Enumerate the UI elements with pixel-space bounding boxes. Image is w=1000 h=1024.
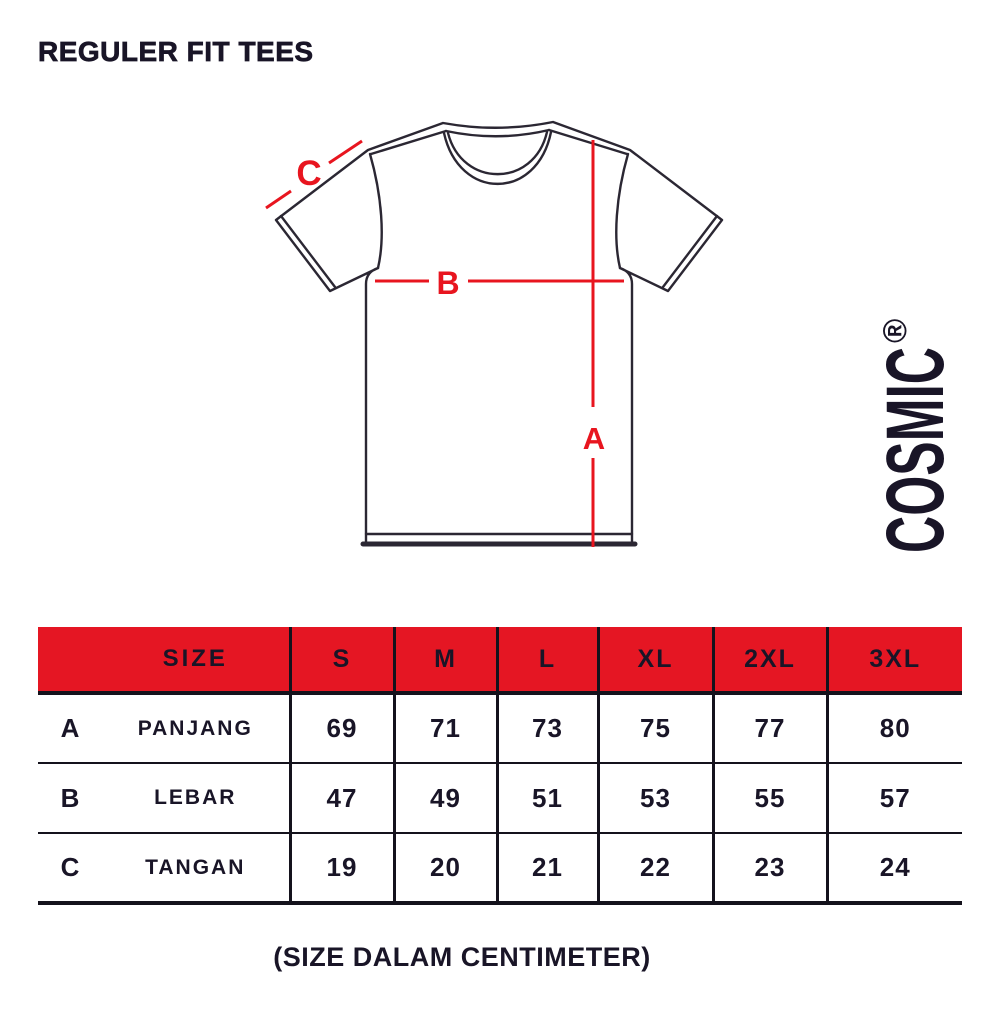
unit-caption: (SIZE DALAM CENTIMETER) — [273, 942, 651, 972]
cell-tangan-3xl: 24 — [825, 833, 962, 905]
header-cell-3xl: 3XL — [825, 627, 962, 695]
table-row-panjang: A PANJANG 69 71 73 75 77 80 — [38, 693, 962, 764]
cell-tangan-l: 21 — [495, 833, 598, 905]
row-name: PANJANG — [137, 716, 253, 740]
cell-panjang-s: 69 — [288, 693, 394, 764]
brand-logo-text: COSMIC — [870, 347, 961, 553]
header-size-label: SIZE — [162, 645, 228, 672]
size-table-header-row: SIZE S M L XL 2XL 3XL — [38, 627, 962, 695]
cell-panjang-m: 71 — [392, 693, 497, 764]
row-head-tangan: C TANGAN — [38, 833, 290, 905]
collar-back-line — [444, 128, 551, 138]
header-cell-2xl: 2XL — [711, 627, 827, 695]
sleeve-seam-right — [615, 152, 630, 270]
sleeve-seam-left — [368, 152, 383, 270]
cell-lebar-s: 47 — [288, 763, 394, 834]
cell-tangan-m: 20 — [392, 833, 497, 905]
row-letter: A — [60, 713, 80, 743]
cell-panjang-l: 73 — [495, 693, 598, 764]
header-cell-xl: XL — [596, 627, 713, 695]
header-cell-s: S — [288, 627, 394, 695]
header-cell-l: L — [495, 627, 598, 695]
collar-inner-arc — [446, 130, 549, 176]
cell-panjang-3xl: 80 — [825, 693, 962, 764]
cell-lebar-l: 51 — [495, 763, 598, 834]
cell-panjang-2xl: 77 — [711, 693, 827, 764]
collar-outer-arc — [442, 130, 553, 185]
size-table: SIZE S M L XL 2XL 3XL A PANJANG 69 — [38, 627, 962, 905]
tshirt-diagram: A B C — [265, 120, 724, 547]
cuff-stitch-right — [661, 214, 719, 289]
row-letter: C — [60, 852, 80, 882]
row-letter: B — [60, 782, 80, 813]
cell-lebar-xl: 53 — [596, 763, 713, 834]
label-a: A — [583, 421, 605, 456]
cell-tangan-xl: 22 — [596, 833, 713, 905]
header-cell-m: M — [392, 627, 497, 695]
shoulder-seam-right — [547, 128, 629, 156]
cell-tangan-s: 19 — [288, 833, 394, 905]
row-name: TANGAN — [145, 855, 246, 879]
measurement-line-c — [265, 139, 363, 210]
table-row-tangan: C TANGAN 19 20 21 22 23 24 — [38, 833, 962, 905]
cell-lebar-3xl: 57 — [825, 763, 962, 834]
cell-panjang-xl: 75 — [596, 693, 713, 764]
page-title: REGULER FIT TEES — [38, 36, 314, 68]
row-head-lebar: B LEBAR — [38, 763, 290, 834]
cuff-stitch-left — [279, 214, 337, 289]
cell-lebar-2xl: 55 — [711, 763, 827, 834]
label-c: C — [296, 154, 321, 193]
shoulder-seam-left — [369, 129, 448, 156]
row-name: LEBAR — [154, 786, 237, 809]
registered-trademark-icon: ® — [876, 319, 913, 343]
header-cell-size: SIZE — [38, 627, 290, 695]
row-head-panjang: A PANJANG — [38, 693, 290, 764]
tshirt-outline — [274, 120, 724, 547]
cell-lebar-m: 49 — [392, 763, 497, 834]
cell-tangan-2xl: 23 — [711, 833, 827, 905]
brand-logo: COSMIC ® — [870, 319, 961, 553]
label-b: B — [436, 265, 459, 301]
table-row-lebar: B LEBAR 47 49 51 53 55 57 — [38, 763, 962, 834]
